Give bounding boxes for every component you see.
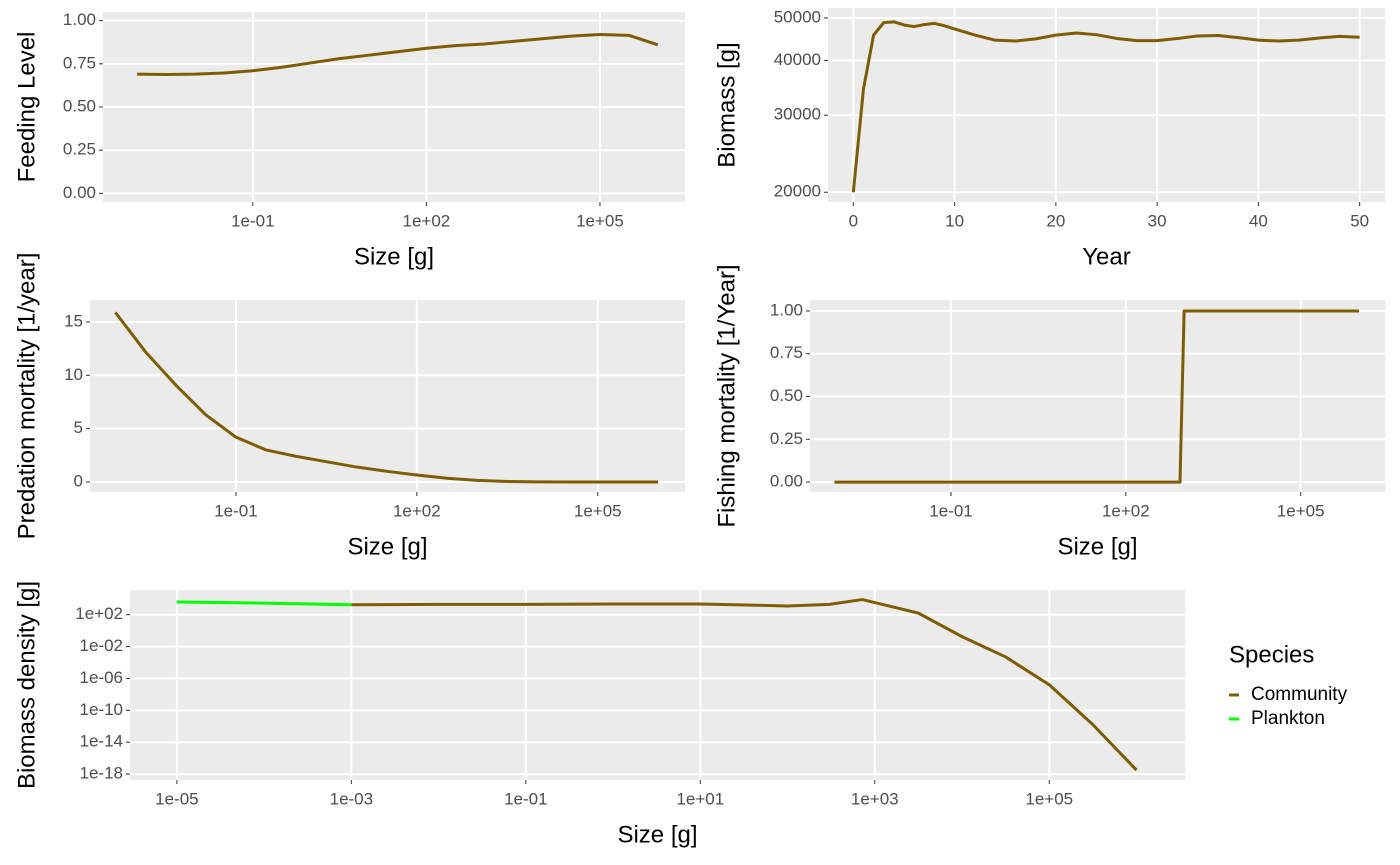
panel-background: [130, 590, 1185, 780]
x-axis-title: Size [g]: [617, 821, 697, 848]
x-tick-label: 40: [1249, 211, 1268, 230]
data-line: [834, 309, 1359, 484]
y-tick-label: 1e-06: [80, 668, 123, 687]
x-tick-label: 30: [1148, 211, 1167, 230]
y-axis-title: Feeding Level: [13, 32, 40, 183]
y-tick-label: 50000: [774, 7, 821, 26]
y-tick-label: 0.00: [770, 472, 803, 491]
y-tick-label: 0.75: [63, 53, 96, 72]
x-tick-label: 1e+05: [576, 211, 624, 230]
x-tick-label: 1e-03: [330, 789, 373, 808]
y-tick-label: 0.50: [63, 96, 96, 115]
y-tick-label: 0.00: [63, 183, 96, 202]
y-tick-label: 0.25: [63, 140, 96, 159]
x-tick-label: 1e+02: [1102, 501, 1150, 520]
x-tick-label: 1e+01: [676, 789, 724, 808]
legend-label: Community: [1251, 684, 1348, 705]
data-line: [137, 32, 659, 77]
y-tick-label: 20000: [774, 182, 821, 201]
x-tick-label: 1e+02: [403, 211, 451, 230]
y-axis-title: Biomass density [g]: [13, 581, 40, 789]
y-axis-title: Predation mortality [1/year]: [13, 253, 40, 540]
x-tick-label: 0: [849, 211, 858, 230]
x-tick-label: 1e+05: [1277, 501, 1325, 520]
y-tick-label: 5: [74, 418, 83, 437]
data-line: [114, 311, 659, 484]
y-tick-label: 10: [64, 365, 83, 384]
y-tick-label: 40000: [774, 50, 821, 69]
y-axis-title: Biomass [g]: [713, 42, 740, 167]
x-tick-label: 1e-05: [155, 789, 198, 808]
y-tick-label: 0.75: [770, 343, 803, 362]
y-tick-label: 0.50: [770, 386, 803, 405]
y-tick-label: 1.00: [63, 10, 96, 29]
y-tick-label: 1e-14: [80, 732, 123, 751]
y-tick-label: 1.00: [770, 300, 803, 319]
x-tick-label: 1e+02: [393, 501, 441, 520]
panel-background: [90, 300, 685, 492]
y-tick-label: 0.25: [770, 429, 803, 448]
x-tick-label: 1e-01: [504, 789, 547, 808]
x-tick-label: 1e+03: [851, 789, 899, 808]
x-tick-label: 1e-01: [231, 211, 274, 230]
x-tick-label: 1e-01: [214, 501, 257, 520]
data-line: [851, 20, 1360, 193]
x-axis-title: Size [g]: [1057, 533, 1137, 560]
x-tick-label: 20: [1046, 211, 1065, 230]
x-tick-label: 50: [1350, 211, 1369, 230]
x-tick-label: 1e-01: [929, 501, 972, 520]
y-tick-label: 30000: [774, 105, 821, 124]
y-tick-label: 1e-02: [80, 636, 123, 655]
y-axis-title: Fishing mortality [1/Year]: [713, 264, 740, 527]
x-tick-label: 1e+05: [1025, 789, 1073, 808]
x-tick-label: 1e+05: [574, 501, 622, 520]
x-tick-label: 10: [945, 211, 964, 230]
legend-label: Plankton: [1251, 708, 1325, 729]
y-tick-label: 1e-10: [80, 700, 123, 719]
y-tick-label: 1e-18: [80, 764, 123, 783]
legend-title: Species: [1229, 641, 1314, 668]
y-tick-label: 15: [64, 311, 83, 330]
data-line: [351, 598, 1138, 772]
x-axis-title: Size [g]: [354, 243, 434, 270]
y-tick-label: 1e+02: [75, 604, 123, 623]
y-tick-label: 0: [74, 471, 83, 490]
x-axis-title: Year: [1082, 243, 1131, 270]
x-axis-title: Size [g]: [347, 533, 427, 560]
data-line: [176, 600, 352, 607]
